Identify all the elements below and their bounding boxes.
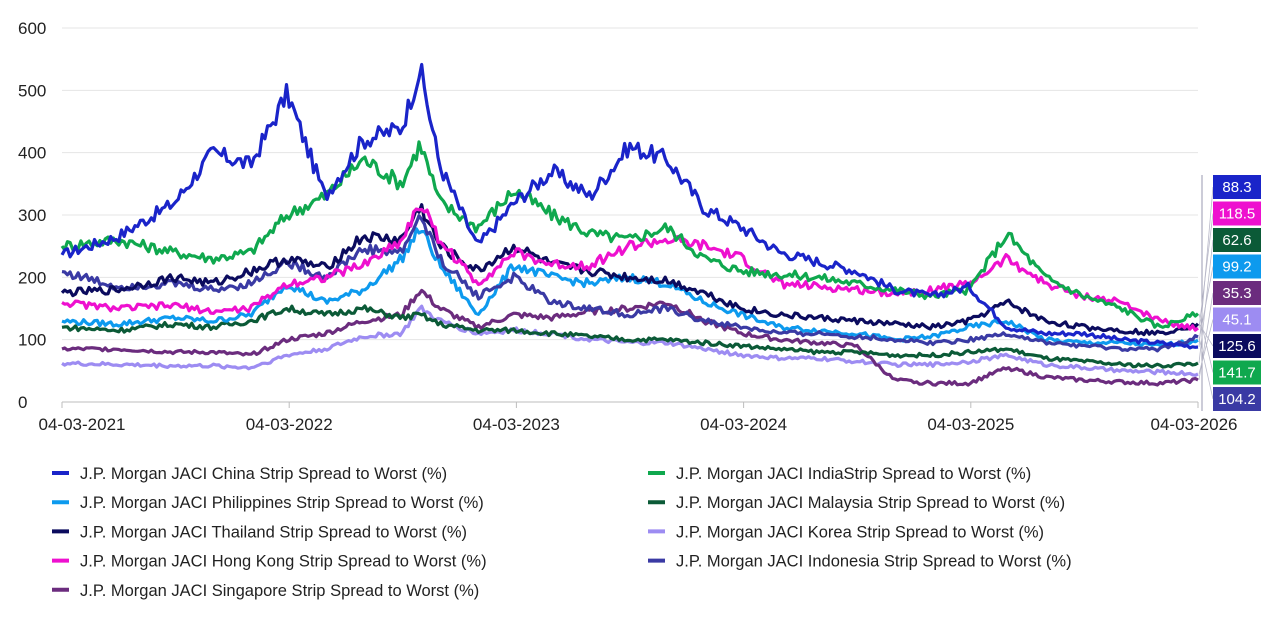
- y-tick-label: 400: [18, 144, 46, 163]
- x-tick-label: 04-03-2025: [927, 415, 1014, 434]
- end-label-leader: [1198, 213, 1214, 329]
- end-value-box: [1213, 254, 1261, 279]
- series-line: [61, 214, 1199, 353]
- series-line: [61, 207, 1199, 332]
- series-line: [60, 62, 1199, 350]
- y-tick-label: 300: [18, 206, 46, 225]
- end-value-label: 104.2: [1218, 391, 1256, 408]
- end-label-leader: [1198, 186, 1214, 347]
- end-value-box: [1213, 334, 1261, 358]
- legend-entry: J.P. Morgan JACI Philippines Strip Sprea…: [80, 494, 484, 512]
- end-value-box: [1213, 175, 1261, 199]
- series-line: [60, 203, 1200, 337]
- x-tick-label: 04-03-2026: [1151, 415, 1238, 434]
- x-tick-label: 04-03-2021: [39, 415, 126, 434]
- x-tick-label: 04-03-2023: [473, 415, 560, 434]
- y-tick-label: 200: [18, 268, 46, 287]
- series-line: [61, 288, 1199, 387]
- grid-lines: [62, 27, 1198, 403]
- legend-entry: J.P. Morgan JACI IndiaStrip Spread to Wo…: [676, 465, 1031, 483]
- end-value-label: 118.5: [1219, 206, 1255, 223]
- x-tick-label: 04-03-2024: [700, 415, 787, 434]
- end-label-leader: [1198, 319, 1214, 374]
- end-value-label: 125.6: [1218, 338, 1256, 355]
- end-value-label: 88.3: [1222, 179, 1251, 196]
- end-value-box: [1213, 281, 1261, 305]
- end-value-label: 141.7: [1218, 365, 1256, 382]
- legend-entry: J.P. Morgan JACI Singapore Strip Spread …: [80, 582, 479, 600]
- end-value-labels: 88.3 118.5 62.6 99.2 35.3 45.1 125.6 141.7 104.2: [1198, 175, 1261, 411]
- series-line: [61, 304, 1199, 369]
- end-value-box: [1213, 360, 1261, 385]
- y-tick-label: 0: [18, 393, 27, 412]
- y-tick-label: 600: [18, 19, 46, 38]
- end-value-label: 35.3: [1222, 285, 1251, 302]
- end-value-label: 99.2: [1222, 259, 1251, 276]
- y-tick-label: 100: [18, 331, 46, 350]
- legend-entry: J.P. Morgan JACI Thailand Strip Spread t…: [80, 523, 467, 541]
- x-tick-label: 04-03-2022: [246, 415, 333, 434]
- legend-entry: J.P. Morgan JACI Hong Kong Strip Spread …: [80, 553, 487, 571]
- legend-entry: J.P. Morgan JACI China Strip Spread to W…: [80, 465, 447, 483]
- y-axis: 0 100 200 300 400 500 600: [18, 19, 46, 412]
- series-lines: [60, 62, 1200, 387]
- legend-entry: J.P. Morgan JACI Indonesia Strip Spread …: [676, 553, 1072, 571]
- y-tick-label: 500: [18, 81, 46, 100]
- series-line: [60, 140, 1200, 329]
- end-value-label: 45.1: [1222, 312, 1251, 329]
- end-value-label: 62.6: [1222, 232, 1251, 249]
- legend: J.P. Morgan JACI China Strip Spread to W…: [52, 465, 1072, 600]
- end-label-leader: [1198, 313, 1214, 373]
- series-line: [61, 227, 1199, 348]
- legend-entry: J.P. Morgan JACI Korea Strip Spread to W…: [676, 523, 1044, 541]
- end-value-box: [1213, 228, 1261, 252]
- end-value-box: [1213, 387, 1261, 411]
- x-axis: 04-03-2021 04-03-2022 04-03-2023 04-03-2024…: [39, 402, 1238, 434]
- end-value-box: [1213, 307, 1261, 332]
- legend-entry: J.P. Morgan JACI Malaysia Strip Spread t…: [676, 494, 1065, 512]
- end-label-leader: [1198, 336, 1214, 400]
- end-label-leader: [1198, 323, 1214, 347]
- end-value-box: [1213, 201, 1261, 226]
